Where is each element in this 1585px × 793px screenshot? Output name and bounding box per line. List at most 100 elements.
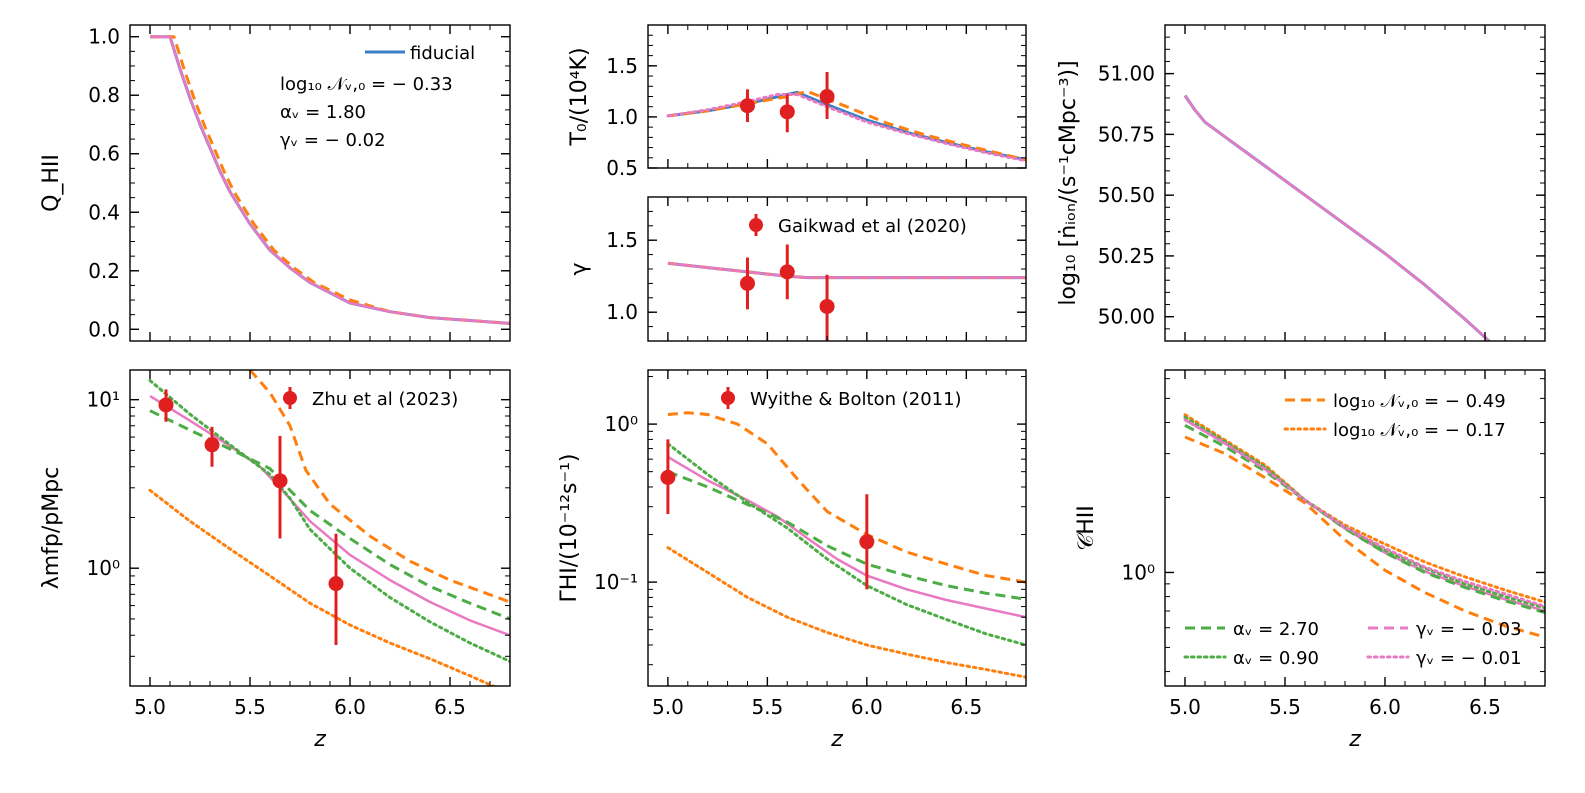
qhii-ytick-label: 1.0 [88, 25, 120, 49]
gammahi-xlabel: z [830, 727, 843, 752]
qhii-annotation: log₁₀ 𝒩ᵥ,₀ = − 0.33 [280, 74, 453, 95]
qhii-legend-label: fiducial [410, 43, 475, 64]
gamma-datapoint-0 [739, 275, 755, 291]
nion-series-overlay [1184, 94, 1491, 341]
gammahi-legend-marker [721, 391, 735, 405]
t0-datapoint-1 [779, 104, 795, 120]
chii-legend-label: log₁₀ 𝒩ᵥ,₀ = − 0.49 [1333, 391, 1506, 412]
panel-mfp: 5.0 5.5 6.0 6.5 10⁰ 10¹ z λmfp/pMpc Zhu et al (2… [39, 369, 511, 752]
chii-legend-label: log₁₀ 𝒩ᵥ,₀ = − 0.17 [1333, 420, 1506, 441]
mfp-datapoint-3 [328, 576, 344, 592]
mfp-xtick-label: 5.5 [234, 695, 266, 719]
gammahi-series-group [666, 411, 1026, 679]
chii-xtick-label: 5.5 [1269, 695, 1301, 719]
chii-legend-label: γᵥ = − 0.03 [1416, 619, 1522, 640]
gamma-legend-label: Gaikwad et al (2020) [778, 216, 967, 237]
t0-series-group [666, 89, 1026, 163]
gamma-datapoint-2 [819, 298, 835, 314]
nion-ytick-label: 50.50 [1098, 183, 1155, 207]
t0-datapoint-2 [819, 89, 835, 104]
gamma-series-log-n-0-49 [667, 261, 1026, 280]
nion-ytick-label: 50.75 [1098, 122, 1155, 146]
chii-series-gamma-0-01 [1183, 418, 1545, 608]
chii-xlabel: z [1348, 727, 1361, 752]
mfp-legend-label: Zhu et al (2023) [312, 389, 458, 410]
gammahi-axes-frame [647, 369, 1027, 687]
chii-ylabel: 𝒞HII [1074, 505, 1099, 551]
mfp-ytick-label: 10⁰ [87, 556, 120, 580]
t0-ylabel: T₀/(10⁴K) [567, 47, 592, 146]
chii-xtick-label: 6.0 [1369, 695, 1401, 719]
gammahi-series-alpha-0-90 [666, 442, 1026, 647]
nion-ytick-label: 50.00 [1098, 305, 1155, 329]
chii-legend-label: γᵥ = − 0.01 [1416, 648, 1522, 669]
mfp-datapoint-0 [158, 397, 174, 413]
qhii-annotation: γᵥ = − 0.02 [280, 130, 386, 151]
gammahi-datapoint-0 [660, 469, 676, 485]
chii-series-group [1183, 413, 1545, 639]
gammahi-xtick-label: 6.0 [851, 695, 883, 719]
gamma-ytick-label: 1.5 [606, 228, 638, 252]
nion-series-gamma-v-0-03 [1183, 94, 1491, 341]
gamma-series-gamma-v-0-03 [667, 261, 1026, 279]
qhii-ytick-label: 0.6 [88, 142, 120, 166]
chii-xtick-label: 5.0 [1169, 695, 1201, 719]
mfp-xtick-label: 5.0 [134, 695, 166, 719]
t0-datapoint-0 [739, 98, 755, 114]
chii-series-log-n-0-49 [1184, 435, 1545, 639]
t0-ytick-label: 1.0 [606, 105, 638, 129]
gammahi-ylabel: ΓHI/(10⁻¹²s⁻¹) [557, 453, 582, 602]
chii-series-log-n-0-17 [1183, 413, 1545, 604]
qhii-ytick-label: 0.8 [88, 83, 120, 107]
gammahi-legend-label: Wyithe & Bolton (2011) [750, 389, 962, 410]
qhii-ytick-label: 0.0 [88, 317, 120, 341]
chii-xtick-label: 6.5 [1469, 695, 1501, 719]
gammahi-ytick-label: 10⁻¹ [594, 570, 638, 594]
nion-series-fiducial [1183, 94, 1492, 341]
mfp-xlabel: z [313, 727, 326, 752]
gammahi-series-fiducial [667, 455, 1026, 619]
panel-chii: 5.0 5.5 6.0 6.5 10⁰ z 𝒞HII log₁₀ 𝒩ᵥ,₀ = − 0.49 l… [1074, 369, 1546, 752]
gammahi-datapoint-1 [859, 534, 875, 550]
panel-gamma: 1.0 1.5 γ Gaikwad et al (2020) [567, 196, 1027, 342]
mfp-series-alpha-0-90 [148, 379, 510, 663]
nion-ytick-label: 51.00 [1098, 62, 1155, 86]
gamma-ylabel: γ [567, 262, 592, 275]
panel-t0: 0.5 1.0 1.5 T₀/(10⁴K) [567, 24, 1027, 180]
nion-ytick-label: 50.25 [1098, 244, 1155, 268]
gammahi-ytick-label: 10⁰ [605, 412, 638, 436]
panel-gammahi: 5.0 5.5 6.0 6.5 10⁻¹ 10⁰ z ΓHI/(10⁻¹²s⁻¹) Wyithe… [557, 369, 1027, 752]
chii-series-alpha-2-70 [1184, 423, 1545, 615]
gammahi-series-log-n-0-49 [667, 411, 1026, 584]
mfp-datapoint-1 [204, 437, 220, 453]
qhii-ytick-label: 0.2 [88, 259, 120, 283]
mfp-ytick-label: 10¹ [87, 388, 120, 412]
chii-legend-label: αᵥ = 0.90 [1233, 648, 1319, 669]
mfp-xtick-label: 6.0 [334, 695, 366, 719]
gammahi-series-log-n-0-17 [666, 546, 1026, 679]
gammahi-xtick-label: 5.0 [652, 695, 684, 719]
mfp-ylabel: λmfp/pMpc [39, 467, 64, 590]
t0-ytick-label: 1.5 [606, 54, 638, 78]
qhii-ylabel: Q_HII [39, 154, 64, 212]
t0-series-gamma-v-0-01 [666, 93, 1026, 163]
chii-ytick-label: 10⁰ [1122, 560, 1155, 584]
nion-axes-frame [1164, 24, 1546, 342]
mfp-xtick-label: 6.5 [434, 695, 466, 719]
gamma-series-group [667, 261, 1026, 280]
nion-series-group [1183, 94, 1492, 341]
mfp-datapoint-2 [272, 473, 288, 489]
chii-series-alpha-0-90 [1183, 415, 1545, 610]
mfp-series-fiducial [149, 395, 510, 637]
mfp-series-log-n-0-17 [148, 488, 497, 686]
gamma-legend-marker [749, 218, 763, 232]
nion-ylabel: log₁₀ [ṅᵢₒₙ/(s⁻¹cMpc⁻³)] [1056, 60, 1081, 305]
gammahi-series-alpha-2-70 [667, 470, 1026, 601]
mfp-axes-frame [129, 369, 511, 687]
qhii-ytick-label: 0.4 [88, 200, 120, 224]
qhii-axes-frame [129, 24, 511, 342]
gammahi-xtick-label: 5.5 [751, 695, 783, 719]
gamma-datapoint-1 [779, 264, 795, 280]
chii-axes-frame [1164, 369, 1546, 687]
